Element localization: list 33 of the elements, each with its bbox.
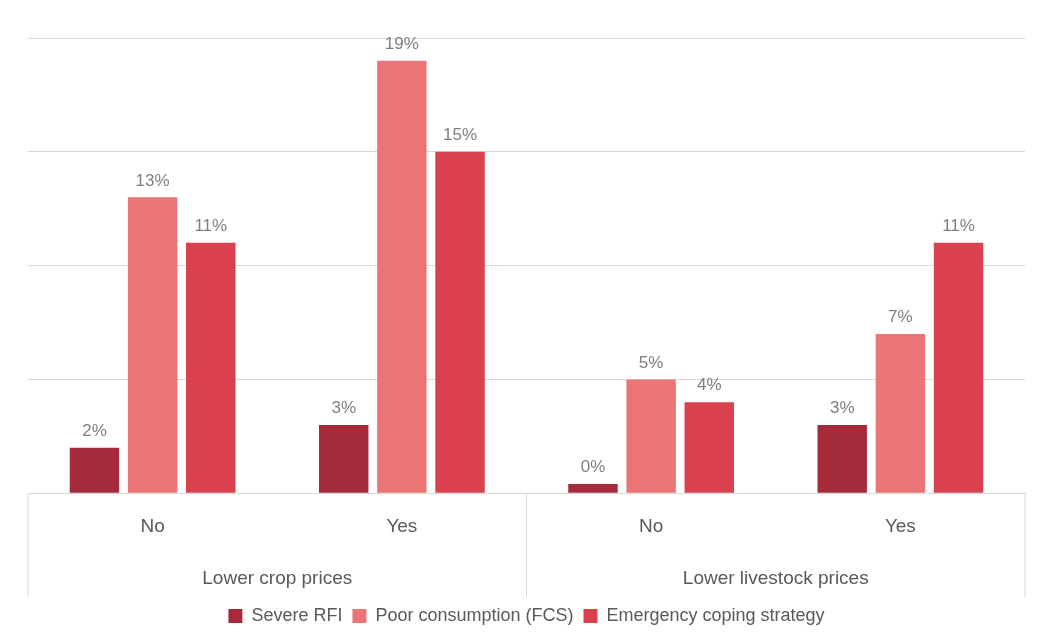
data-label: 4% <box>696 375 722 395</box>
data-label: 2% <box>82 420 107 440</box>
data-label: 15% <box>443 124 478 144</box>
data-label: 11% <box>194 216 228 236</box>
legend-label: Poor consumption (FCS) <box>375 604 574 625</box>
bar <box>817 424 867 493</box>
x-tick-label: No <box>638 514 664 536</box>
text: Lower livestock prices <box>682 567 869 589</box>
bar <box>435 151 485 493</box>
data-label: 13% <box>135 170 170 190</box>
text: Lower crop prices <box>202 567 353 589</box>
bar <box>626 379 676 493</box>
data-label: 11% <box>942 216 975 236</box>
bar <box>319 424 369 493</box>
data-label: 0% <box>580 457 606 477</box>
bar <box>127 197 178 493</box>
legend-label: Emergency coping strategy <box>606 604 825 625</box>
bar <box>933 242 984 493</box>
bar <box>568 484 618 493</box>
bar <box>377 60 427 493</box>
x-tick-label: Yes <box>884 514 916 536</box>
bar <box>69 447 120 493</box>
data-label: 19% <box>384 33 419 53</box>
data-label: 7% <box>888 307 913 327</box>
data-label: 5% <box>638 352 664 372</box>
legend-label: Severe RFI <box>251 604 343 625</box>
bar <box>186 242 236 493</box>
bar <box>875 333 926 493</box>
bar <box>684 402 734 493</box>
x-tick-label: No <box>140 514 165 536</box>
data-label: 3% <box>829 398 855 418</box>
x-tick-label: Yes <box>386 514 418 536</box>
data-label: 3% <box>331 398 357 418</box>
